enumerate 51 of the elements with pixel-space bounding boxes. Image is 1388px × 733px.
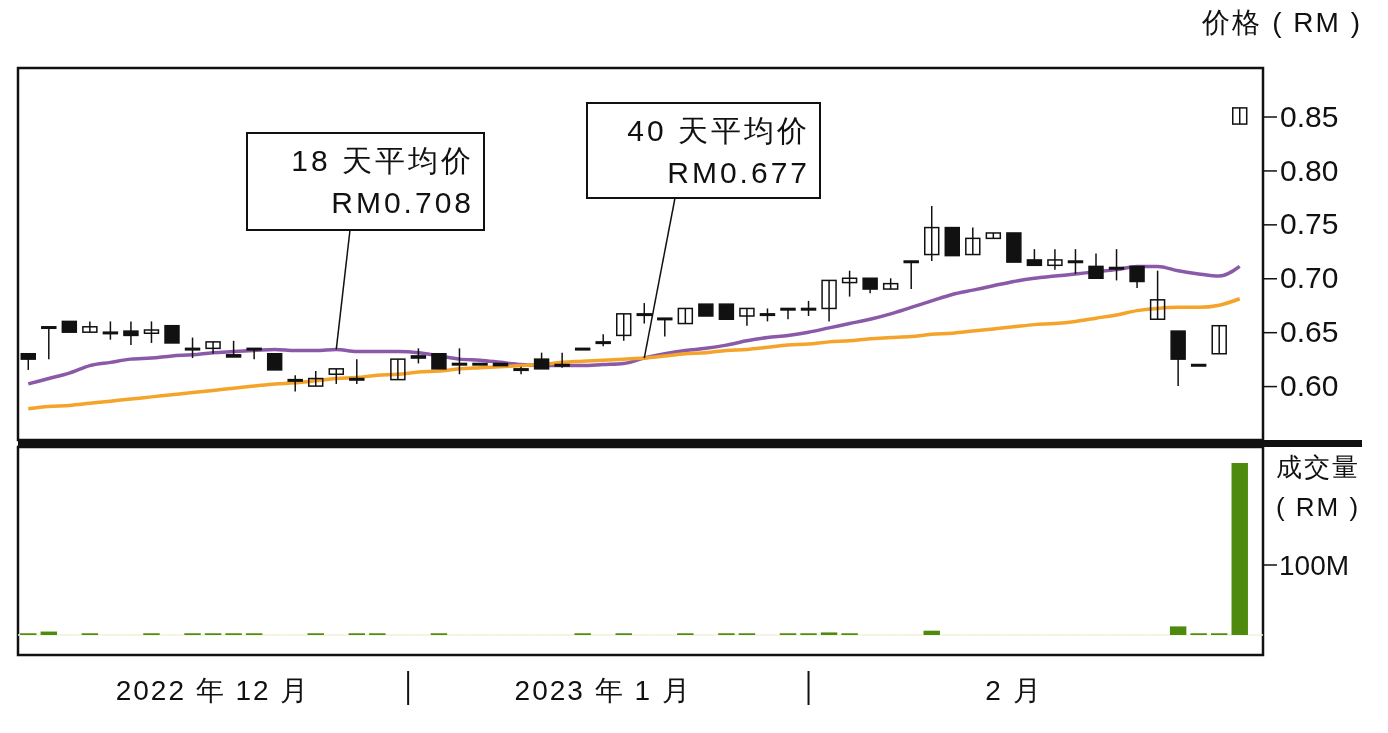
candlestick — [657, 317, 673, 338]
y-axis-title: 成交量 ( RM ) — [1275, 452, 1361, 522]
candlestick — [390, 358, 406, 381]
candlestick — [41, 326, 57, 360]
bar — [1231, 463, 1248, 635]
x-tick-label: 2023 年 1 月 — [514, 675, 692, 706]
candlestick — [82, 320, 98, 333]
candlestick — [965, 226, 981, 256]
candlestick — [924, 205, 940, 262]
candlestick — [143, 320, 160, 344]
y-axis-title: 价格 ( RM ) — [1201, 7, 1362, 38]
candlestick — [821, 279, 837, 323]
candlestick — [1047, 248, 1063, 271]
candlestick — [554, 351, 570, 369]
candlestick — [739, 307, 755, 327]
candlestick — [184, 336, 201, 359]
candlestick — [1149, 269, 1166, 320]
text: 100M — [1279, 550, 1350, 581]
candlestick — [1211, 324, 1227, 355]
x-tick-label: 2 月 — [985, 675, 1043, 706]
y-tick-label: 0.85 — [1280, 99, 1339, 133]
candlestick — [1067, 248, 1084, 275]
candlestick — [349, 358, 365, 385]
candlestick — [780, 307, 796, 320]
candlestick — [451, 347, 468, 375]
line-series — [26, 264, 1242, 386]
annotation: 40 天平均价 RM0.677 — [627, 114, 810, 189]
y-tick-label: 0.75 — [1280, 207, 1339, 241]
bar — [1169, 626, 1187, 635]
candlestick — [1108, 248, 1125, 282]
candlestick — [123, 320, 139, 346]
bar — [820, 632, 838, 635]
candlestick — [903, 260, 919, 290]
candlestick — [636, 302, 652, 325]
candlestick — [616, 313, 632, 342]
candlestick — [287, 374, 303, 393]
candlestick — [1088, 252, 1104, 280]
candlestick — [1129, 265, 1145, 289]
bar — [923, 630, 940, 635]
candlestick — [595, 333, 611, 347]
candlestick — [205, 341, 221, 355]
line-series — [26, 297, 1242, 411]
candlestick — [841, 269, 858, 298]
candlestick — [102, 320, 119, 341]
candlestick — [246, 347, 262, 360]
y-tick-label: 0.65 — [1280, 315, 1339, 349]
annotation: 18 天平均价 RM0.708 — [291, 144, 474, 219]
y-tick-label: 0.60 — [1280, 369, 1339, 403]
y-tick-label: 0.80 — [1280, 153, 1339, 187]
x-tick-label: 2022 年 12 月 — [115, 675, 311, 706]
y-tick-label: 0.70 — [1280, 261, 1339, 295]
